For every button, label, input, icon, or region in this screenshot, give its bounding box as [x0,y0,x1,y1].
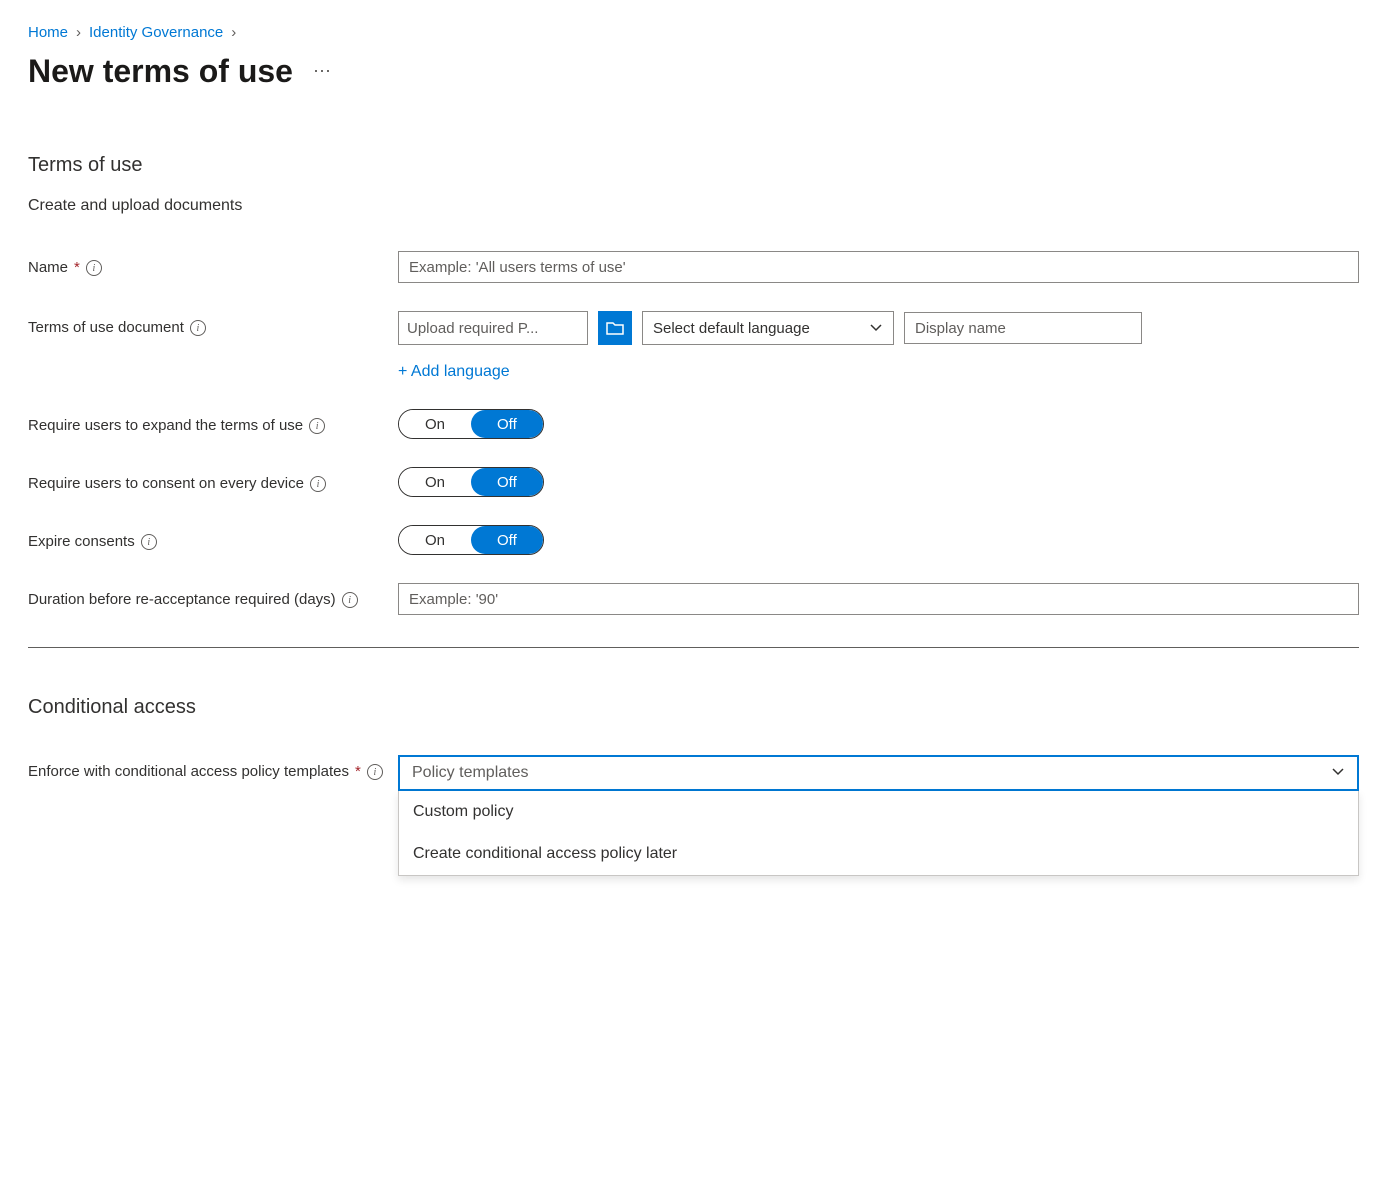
consent-device-label: Require users to consent on every device [28,473,304,496]
info-icon[interactable]: i [342,592,358,608]
chevron-right-icon: › [76,24,81,41]
toggle-off-label: Off [471,468,543,496]
name-label: Name [28,257,68,280]
breadcrumb-home[interactable]: Home [28,24,68,41]
required-indicator: * [74,257,80,280]
expand-label: Require users to expand the terms of use [28,415,303,438]
policy-option-custom[interactable]: Custom policy [399,791,1358,833]
add-language-button[interactable]: + Add language [398,363,510,381]
chevron-down-icon [869,320,883,337]
consent-device-toggle[interactable]: On Off [398,467,544,497]
name-input[interactable] [398,251,1359,283]
expire-toggle[interactable]: On Off [398,525,544,555]
display-name-input[interactable] [904,312,1142,344]
info-icon[interactable]: i [86,260,102,276]
info-icon[interactable]: i [190,320,206,336]
required-indicator: * [355,761,361,784]
browse-file-button[interactable] [598,311,632,345]
info-icon[interactable]: i [367,764,383,780]
breadcrumb: Home › Identity Governance › [28,24,1359,41]
language-select[interactable]: Select default language [642,311,894,345]
toggle-on-label: On [399,468,471,496]
duration-input[interactable] [398,583,1359,615]
section-subtitle: Create and upload documents [28,197,1359,215]
policy-templates-select[interactable]: Policy templates [398,755,1359,791]
info-icon[interactable]: i [141,534,157,550]
toggle-off-label: Off [471,410,543,438]
toggle-off-label: Off [471,526,543,554]
chevron-right-icon: › [231,24,236,41]
expand-toggle[interactable]: On Off [398,409,544,439]
enforce-label: Enforce with conditional access policy t… [28,761,349,784]
chevron-down-icon [1331,764,1345,782]
more-actions-button[interactable]: ⋯ [313,61,333,82]
folder-icon [606,320,624,336]
toggle-on-label: On [399,410,471,438]
document-label: Terms of use document [28,317,184,340]
info-icon[interactable]: i [309,418,325,434]
upload-file-display: Upload required P... [398,311,588,345]
duration-label: Duration before re-acceptance required (… [28,589,336,612]
policy-option-later[interactable]: Create conditional access policy later [399,833,1358,875]
section-title-terms: Terms of use [28,154,1359,177]
info-icon[interactable]: i [310,476,326,492]
breadcrumb-identity-governance[interactable]: Identity Governance [89,24,223,41]
section-title-conditional: Conditional access [28,696,1359,719]
section-divider [28,647,1359,648]
policy-dropdown-panel: Custom policy Create conditional access … [398,791,1359,876]
language-select-placeholder: Select default language [653,320,810,337]
expire-label: Expire consents [28,531,135,554]
page-title: New terms of use [28,53,293,90]
toggle-on-label: On [399,526,471,554]
policy-select-placeholder: Policy templates [412,764,529,782]
